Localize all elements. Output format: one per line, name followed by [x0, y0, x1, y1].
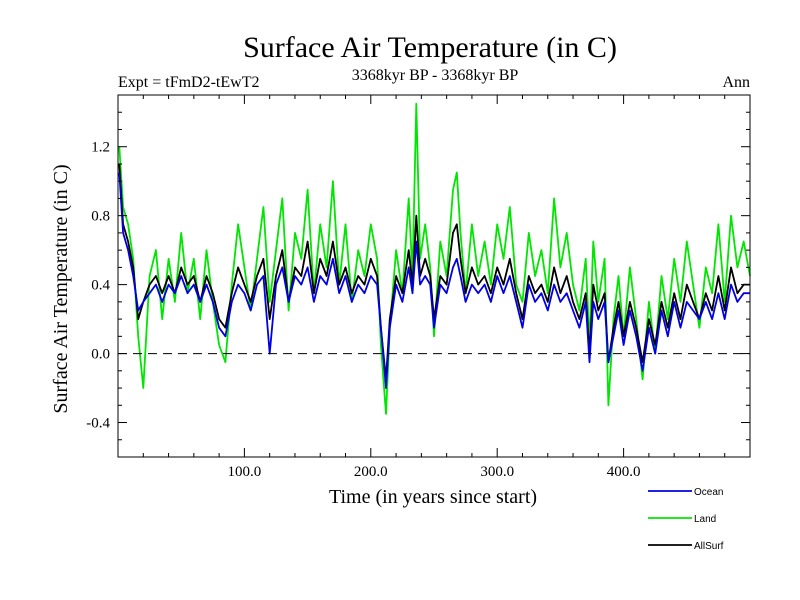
y-axis-ticks: -0.4 0.0 0.4 0.8 1.2 — [86, 94, 750, 458]
experiment-label: Expt = tFmD2-tEwT2 — [118, 74, 259, 91]
legend-label-ocean: Ocean — [694, 487, 723, 498]
season-label: Ann — [722, 74, 750, 91]
series-line-land — [118, 102, 751, 415]
x-tick-label: 200.0 — [354, 464, 388, 480]
plot-area: 100.0 200.0 300.0 400.0 -0.4 0.0 0.4 0.8 1.2 — [86, 94, 751, 480]
x-tick-label: 400.0 — [607, 464, 641, 480]
x-axis-ticks: 100.0 200.0 300.0 400.0 — [142, 95, 726, 480]
y-tick-label: 0.0 — [91, 347, 110, 363]
x-tick-label: 100.0 — [228, 464, 262, 480]
series-line-ocean — [118, 172, 750, 389]
y-tick-label: 0.8 — [91, 209, 110, 225]
plot-frame — [117, 94, 751, 458]
legend-label-land: Land — [694, 514, 716, 525]
y-axis-label: Surface Air Temperature (in C) — [50, 164, 72, 413]
y-tick-label: 0.4 — [91, 278, 110, 294]
y-tick-label: 1.2 — [91, 140, 110, 156]
legend-label-allsurf: AllSurf — [694, 541, 724, 552]
legend: Ocean Land AllSurf — [648, 487, 724, 552]
x-axis-label: Time (in years since start) — [329, 486, 537, 508]
period-label: 3368kyr BP - 3368kyr BP — [352, 67, 519, 84]
x-tick-label: 300.0 — [480, 464, 514, 480]
chart-title: Surface Air Temperature (in C) — [243, 31, 617, 64]
y-tick-label: -0.4 — [86, 416, 110, 432]
series-layer — [118, 102, 751, 415]
